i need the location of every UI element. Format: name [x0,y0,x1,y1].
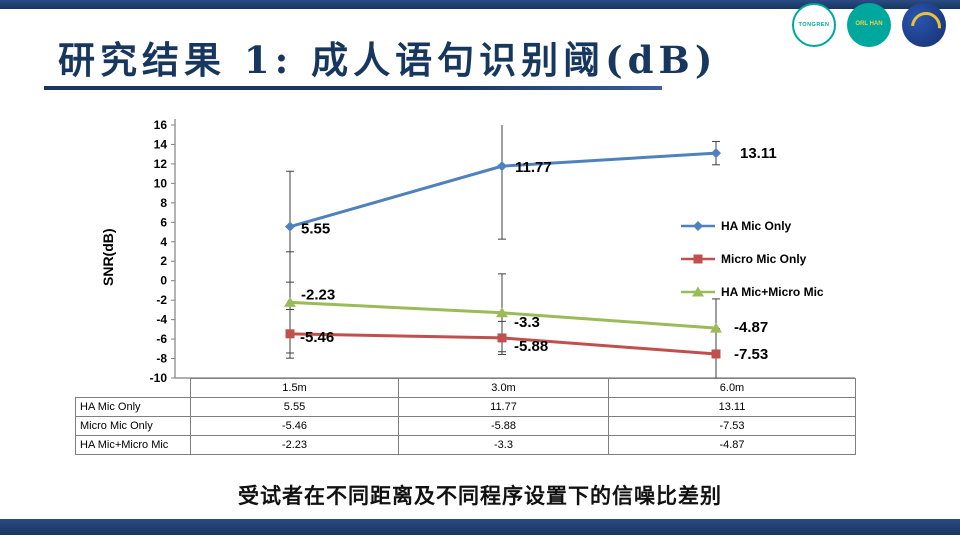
svg-text:-8: -8 [156,352,167,366]
svg-text:-6: -6 [156,332,167,346]
table-header-row: 1.5m 3.0m 6.0m [76,378,856,398]
svg-text:11.77: 11.77 [515,159,552,176]
title-underline [44,86,662,90]
svg-text:-2: -2 [156,293,167,307]
svg-text:-5.46: -5.46 [300,329,334,346]
table-row: HA Mic Only 5.55 11.77 13.11 [75,397,856,417]
svg-text:4: 4 [160,235,167,249]
slide-title: 研究结果 1: 成人语句识别阈(dB) [58,38,718,82]
anniversary-emblem-logo [902,3,946,47]
orl-han-logo: ORL HAN [847,3,891,47]
tongren-hospital-logo: TONGREN [792,3,836,47]
col-header-1: 1.5m [190,378,399,398]
svg-text:10: 10 [154,176,168,190]
table-cell: -3.3 [398,435,609,455]
table-cell: 5.55 [190,397,399,417]
table-cell: 13.11 [608,397,856,417]
slide-caption: 受试者在不同距离及不同程序设置下的信噪比差别 [238,485,722,508]
row-label-ha-mic: HA Mic Only [75,397,191,417]
top-accent-bar [0,0,960,9]
svg-text:HA Mic+Micro Mic: HA Mic+Micro Mic [721,285,824,299]
svg-text:-5.88: -5.88 [514,338,548,355]
table-cell: -2.23 [190,435,399,455]
svg-text:12: 12 [154,157,168,171]
bottom-accent-bar [0,519,960,535]
svg-text:-7.53: -7.53 [734,346,768,363]
svg-text:-3.3: -3.3 [514,314,540,331]
tongren-logo-text: TONGREN [798,22,830,28]
table-row: HA Mic+Micro Mic -2.23 -3.3 -4.87 [75,435,856,455]
svg-text:HA Mic Only: HA Mic Only [721,219,792,233]
svg-text:14: 14 [154,137,168,151]
svg-text:2: 2 [160,254,167,268]
snr-line-chart: -10 -8 -6 -4 -2 0 2 4 6 8 10 12 14 16 5.55 11.77 13.11 -5… [150,118,855,382]
svg-text:Micro Mic Only: Micro Mic Only [721,252,807,266]
logo-row: TONGREN ORL HAN [792,3,946,47]
table-cell: 11.77 [398,397,609,417]
svg-text:13.11: 13.11 [740,145,777,162]
table-row: Micro Mic Only -5.46 -5.88 -7.53 [75,416,856,436]
svg-text:8: 8 [160,196,167,210]
table-cell: -5.46 [190,416,399,436]
orl-han-logo-text: ORL HAN [855,21,883,28]
table-cell: -4.87 [608,435,856,455]
svg-text:-4: -4 [156,313,167,327]
svg-text:-4.87: -4.87 [734,319,768,336]
data-table: 1.5m 3.0m 6.0m HA Mic Only 5.55 11.77 13… [75,378,856,455]
row-label-ha-plus-micro: HA Mic+Micro Mic [75,435,191,455]
svg-text:0: 0 [160,274,167,288]
table-cell: -5.88 [398,416,609,436]
col-header-2: 3.0m [398,378,609,398]
svg-text:-10: -10 [150,371,168,382]
col-header-3: 6.0m [608,378,856,398]
svg-text:5.55: 5.55 [301,221,330,238]
svg-text:6: 6 [160,215,167,229]
table-cell: -7.53 [608,416,856,436]
svg-text:-2.23: -2.23 [301,286,335,303]
table-corner-cell [76,379,191,398]
svg-text:16: 16 [154,118,168,132]
row-label-micro-mic: Micro Mic Only [75,416,191,436]
